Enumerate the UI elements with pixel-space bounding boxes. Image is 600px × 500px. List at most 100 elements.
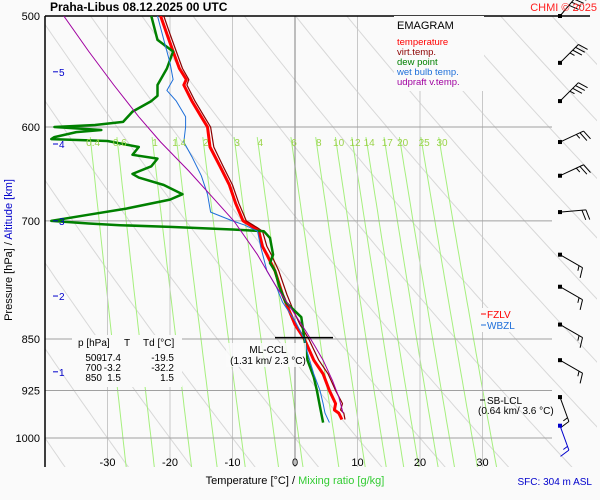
mixing-ratio-label: 4 (258, 138, 264, 149)
table-cell: 500 (85, 353, 102, 364)
mixing-ratio-line (365, 137, 420, 467)
wind-barb-flag (575, 85, 585, 91)
surface-elevation: SFC: 304 m ASL (518, 477, 593, 488)
x-axis-label-temp: Temperature [°C] / (206, 475, 298, 487)
y-tick-label: 700 (22, 216, 40, 228)
sb-lcl-detail: (0.64 km/ 3.6 °C) (478, 406, 554, 417)
y-axis-label-altitude: Altitude [km] (3, 179, 15, 240)
wind-barb-flag (583, 164, 591, 173)
table-bg (72, 335, 182, 387)
wind-barb-flag (581, 209, 587, 221)
wind-barb-station (558, 322, 562, 327)
wind-barb (558, 0, 587, 18)
wind-barb-staff (559, 0, 575, 17)
wbzl-label: WBZL (487, 321, 515, 332)
wind-barb-station (558, 99, 562, 104)
wind-barb-flag (568, 4, 579, 10)
table-header: p [hPa] (78, 338, 110, 349)
y-axis-label-pressure: Pressure [hPa] / (3, 240, 15, 321)
series-temperature (159, 16, 344, 421)
y-tick-label: 500 (22, 11, 40, 23)
wind-barb-staff (559, 164, 584, 177)
wind-barb-station (558, 173, 562, 178)
wind-barb-half-flag (575, 134, 581, 139)
wind-barb (558, 82, 588, 104)
wind-barb-station (558, 14, 562, 18)
x-tick-label: 0 (292, 457, 298, 469)
dry-adiabat-line (499, 16, 597, 122)
chart-title: Praha-Libus 08.12.2025 00 UTC (50, 0, 228, 14)
mixing-ratio-label: 3 (234, 138, 240, 149)
mixing-ratio-label: 0.6 (113, 138, 127, 149)
mixing-ratio-line (334, 137, 387, 467)
table-cell: 1.5 (107, 373, 121, 384)
wind-barb-staff (559, 425, 570, 451)
mixing-ratio-line (202, 137, 246, 467)
y-tick-label: 925 (22, 386, 40, 398)
wind-barb (558, 423, 570, 457)
wind-barbs (558, 0, 591, 457)
wind-barb-staff (559, 324, 583, 338)
wind-barb-half-flag (577, 265, 580, 271)
legend-title: EMAGRAM (397, 20, 454, 32)
series-group (50, 16, 346, 423)
wind-barb-flag (579, 132, 588, 141)
mixing-ratio-label: 10 (333, 138, 345, 149)
wind-barb-station (558, 252, 562, 257)
mixing-ratio-line (151, 137, 193, 467)
wind-barb-flag (585, 209, 591, 220)
wind-barb (558, 252, 584, 278)
wind-barb-flag (578, 82, 588, 89)
mixing-ratio-line (175, 137, 218, 467)
wind-barb-staff (559, 254, 583, 269)
mixing-ratio-line (116, 137, 155, 467)
wind-barb (558, 209, 591, 221)
table-cell: 1.5 (160, 373, 174, 384)
table-cell: -32.2 (151, 363, 174, 374)
wind-barb-half-flag (577, 297, 580, 303)
mixing-ratio-line (398, 137, 455, 467)
dry-adiabat-line (448, 16, 597, 180)
wind-barb (558, 164, 591, 178)
legend-item: virt.temp. (397, 47, 436, 58)
wind-barb-staff (559, 82, 579, 102)
dry-adiabat-line (0, 0, 2, 468)
wind-barb-flag (572, 49, 583, 56)
table-cell: 700 (85, 363, 102, 374)
mixing-ratio-lines (89, 137, 498, 467)
wind-barb-flag (579, 267, 584, 278)
dry-adiabat-line (141, 16, 510, 467)
altitude-tick-label: 5 (59, 68, 65, 79)
y-tick-label: 1000 (16, 433, 40, 445)
wind-barb-half-flag (569, 52, 575, 56)
y-axis-label: Pressure [hPa] / Altitude [km] (3, 179, 15, 321)
wind-barb-staff (559, 130, 584, 143)
wind-barb-staff (559, 396, 570, 422)
x-tick-label: -20 (162, 457, 178, 469)
wind-barb-flag (560, 449, 570, 457)
table-header: Td [°C] (143, 338, 174, 349)
mixing-ratio-label: 17 (382, 138, 394, 149)
table-cell: -3.2 (104, 363, 122, 374)
wind-barb (558, 284, 584, 311)
mixing-ratio-label: 14 (364, 138, 376, 149)
copyright: CHMI © 2025 (530, 2, 597, 14)
wind-barb-flag (571, 1, 582, 7)
wind-barb-flag (574, 0, 584, 4)
wind-barb-flag (583, 130, 591, 140)
wind-barb-station (558, 210, 562, 215)
plot-area (45, 16, 597, 467)
wind-barb-flag (579, 166, 588, 175)
mixing-ratio-line (438, 137, 498, 467)
wind-barb-staff (559, 359, 583, 374)
wind-barb-half-flag (569, 90, 575, 95)
legend-item: wet bulb temp. (396, 67, 459, 78)
mixing-ratio-line (351, 137, 405, 467)
x-tick-label: -30 (100, 457, 116, 469)
mixing-ratio-label: 1 (152, 138, 158, 149)
ml-ccl-label: ML-CCL (249, 345, 287, 356)
x-tick-label: 20 (414, 457, 426, 469)
wind-barb (558, 130, 591, 145)
y-tick-label: 600 (22, 122, 40, 134)
